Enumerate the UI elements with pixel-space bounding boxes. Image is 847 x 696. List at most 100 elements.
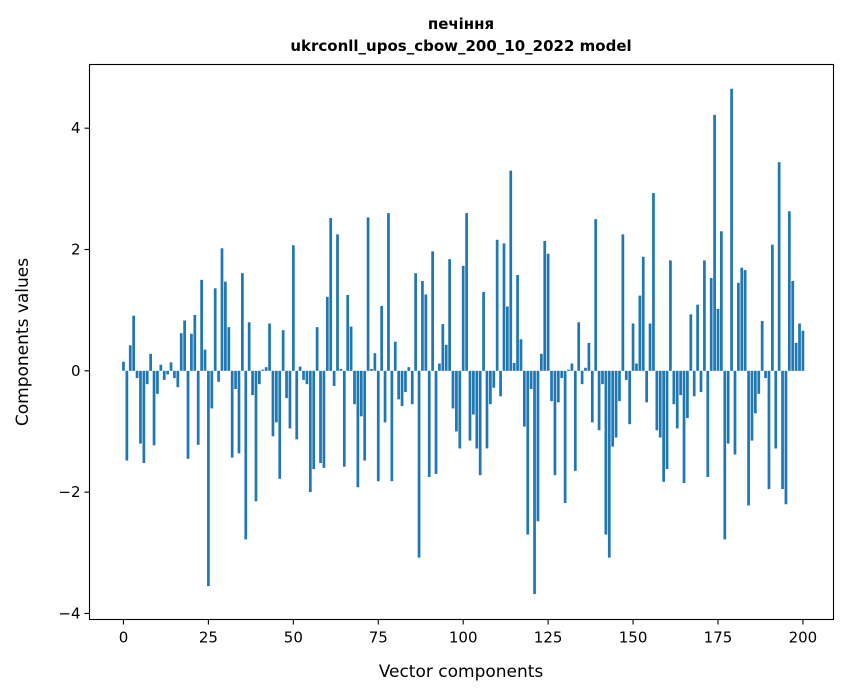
bar-33 <box>234 370 237 390</box>
bar-106 <box>482 291 485 371</box>
bar-84 <box>407 367 411 371</box>
bar-198 <box>794 342 798 371</box>
bar-164 <box>679 370 682 396</box>
bar-131 <box>567 369 570 371</box>
bar-176 <box>720 231 723 371</box>
bar-44 <box>271 370 275 437</box>
bar-69 <box>356 370 360 488</box>
bar-110 <box>495 239 499 371</box>
bar-101 <box>465 213 468 371</box>
bar-171 <box>703 260 706 371</box>
y-tick-label: 4 <box>71 119 81 137</box>
bar-78 <box>387 213 390 371</box>
bar-142 <box>604 370 608 535</box>
bar-79 <box>390 370 394 482</box>
y-tick-label: −2 <box>58 483 80 501</box>
bar-127 <box>553 370 557 476</box>
bar-133 <box>573 370 577 471</box>
bar-65 <box>342 370 346 467</box>
bar-158 <box>658 370 662 438</box>
bar-61 <box>329 217 333 371</box>
bar-193 <box>777 162 781 371</box>
bar-97 <box>451 370 455 409</box>
bar-118 <box>522 370 526 427</box>
bar-4 <box>135 370 139 379</box>
bar-15 <box>173 370 176 379</box>
bar-129 <box>560 370 564 379</box>
bar-167 <box>689 314 693 371</box>
bar-149 <box>628 370 632 425</box>
bar-109 <box>492 370 496 388</box>
bar-16 <box>176 370 180 388</box>
bar-41 <box>261 369 265 371</box>
bar-82 <box>400 370 404 406</box>
bar-180 <box>733 370 737 455</box>
bar-136 <box>584 367 587 371</box>
bar-177 <box>723 370 727 540</box>
bar-83 <box>404 370 407 393</box>
bar-112 <box>502 243 506 371</box>
bar-102 <box>468 370 472 441</box>
bar-163 <box>675 370 679 429</box>
bar-126 <box>550 370 553 402</box>
bar-185 <box>750 370 754 441</box>
bar-199 <box>798 323 801 371</box>
bar-122 <box>536 370 540 522</box>
bar-162 <box>672 370 676 405</box>
bar-48 <box>285 370 288 399</box>
bar-100 <box>461 265 465 371</box>
bar-116 <box>516 274 519 371</box>
bar-190 <box>767 370 771 490</box>
x-tick-label: 100 <box>449 629 478 647</box>
bar-119 <box>526 370 530 535</box>
bar-32 <box>230 370 234 458</box>
bar-179 <box>730 88 733 371</box>
bar-36 <box>244 370 248 540</box>
bar-22 <box>196 370 200 445</box>
bar-46 <box>278 370 282 479</box>
bar-26 <box>210 370 214 409</box>
y-axis-ticks: −4 −2 0 2 4 <box>58 119 90 622</box>
x-tick-label: 0 <box>119 629 129 647</box>
bar-27 <box>213 288 217 371</box>
bar-170 <box>699 370 703 393</box>
bar-134 <box>577 322 581 371</box>
bar-29 <box>220 248 224 371</box>
bar-86 <box>414 273 417 371</box>
bar-107 <box>485 370 489 449</box>
bar-17 <box>179 333 183 371</box>
bar-150 <box>631 323 635 371</box>
bar-140 <box>597 370 601 431</box>
bar-105 <box>478 370 482 476</box>
x-tick-label: 150 <box>619 629 648 647</box>
bar-50 <box>291 245 295 371</box>
bar-195 <box>784 370 788 505</box>
bar-80 <box>393 341 397 371</box>
bar-98 <box>455 370 458 432</box>
bar-39 <box>254 370 258 502</box>
bar-59 <box>322 370 326 468</box>
bar-115 <box>512 362 516 371</box>
y-axis-title: Components values <box>13 258 33 426</box>
bar-18 <box>183 320 186 371</box>
bar-87 <box>417 370 421 558</box>
bar-173 <box>709 278 713 371</box>
bar-99 <box>458 370 462 449</box>
bar-1 <box>125 370 129 461</box>
bar-186 <box>754 370 757 414</box>
bar-138 <box>590 370 594 423</box>
x-tick-label: 200 <box>789 629 818 647</box>
x-axis-ticks: 0 25 50 75 100 125 150 175 200 <box>119 619 818 647</box>
bar-139 <box>594 219 598 371</box>
bar-85 <box>410 370 414 405</box>
bar-135 <box>580 370 584 385</box>
bar-93 <box>438 363 441 371</box>
bar-52 <box>298 366 302 371</box>
bar-42 <box>264 367 268 371</box>
bar-196 <box>787 211 791 371</box>
bar-124 <box>543 241 547 371</box>
bar-2 <box>128 345 132 371</box>
x-tick-label: 125 <box>534 629 563 647</box>
bar-123 <box>539 353 543 371</box>
bar-108 <box>489 370 492 405</box>
